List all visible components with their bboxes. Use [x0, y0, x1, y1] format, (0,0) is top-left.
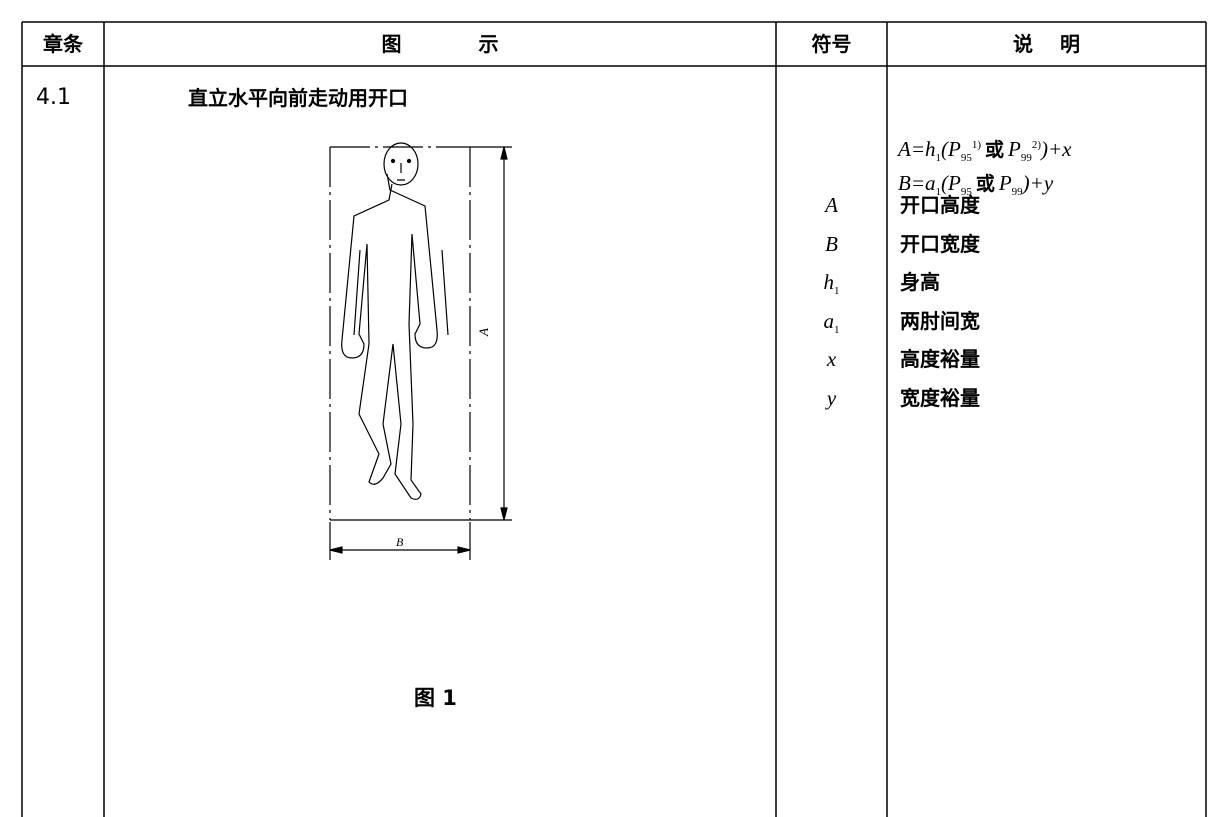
formula-part: (P	[941, 137, 961, 161]
header-cell: 符号	[811, 32, 852, 56]
header-cell: 章条	[43, 32, 83, 56]
formula-part: )+x	[1041, 137, 1072, 161]
figure-title: 直立水平向前走动用开口	[188, 86, 408, 110]
formula-part: P	[998, 171, 1012, 195]
symbol: B	[776, 232, 887, 256]
symbol-base: x	[826, 347, 837, 371]
formula-part: 1	[935, 152, 942, 165]
symbol: y	[776, 386, 887, 410]
header-cell: 说 明	[1013, 32, 1080, 56]
dimension-label: A	[475, 328, 491, 336]
formula-part: P	[1008, 137, 1021, 161]
formula-part: 1	[935, 186, 942, 199]
formula-part: B=a	[898, 171, 936, 195]
formula-part: 99	[1020, 152, 1032, 165]
meaning: 宽度裕量	[900, 385, 980, 410]
formula-part: 95	[960, 152, 972, 165]
symbol: a1	[776, 309, 887, 342]
symbol-base: B	[825, 231, 838, 256]
formula-part: (P	[941, 171, 961, 195]
formula-part: A=h	[898, 137, 936, 161]
header-cell: 图 示	[381, 32, 499, 56]
formula-part: )+y	[1022, 171, 1054, 195]
meaning: 高度裕量	[900, 347, 980, 371]
symbol-base: y	[826, 385, 837, 410]
symbol: x	[776, 347, 887, 371]
meaning: 两肘间宽	[900, 308, 980, 333]
figure-caption: 图 1	[414, 686, 457, 710]
symbol: A	[776, 193, 887, 217]
formula: A=h1(P951) 或 P992))+x	[898, 133, 1072, 170]
meaning: 开口宽度	[900, 231, 980, 256]
formula-part: 或	[975, 173, 995, 195]
symbol: h1	[776, 270, 887, 303]
formula-part: 95	[960, 186, 972, 199]
formula: B=a1(P95 或 P99)+y	[898, 171, 1053, 204]
symbol-sub: 1	[834, 323, 840, 336]
symbol-base: a	[823, 308, 835, 333]
formula-part: 或	[985, 139, 1005, 161]
figure	[329, 142, 512, 560]
dimension-label: B	[396, 535, 404, 549]
formula-part: 99	[1011, 186, 1023, 199]
formula-part: 2)	[1031, 139, 1042, 151]
symbol-base: A	[825, 193, 838, 217]
symbol-base: h	[823, 270, 835, 294]
clause: 4.1	[36, 85, 71, 110]
meaning: 身高	[900, 270, 940, 294]
symbol-sub: 1	[834, 285, 840, 298]
meaning: 开口高度	[900, 193, 980, 217]
formula-part: 1)	[971, 139, 981, 151]
